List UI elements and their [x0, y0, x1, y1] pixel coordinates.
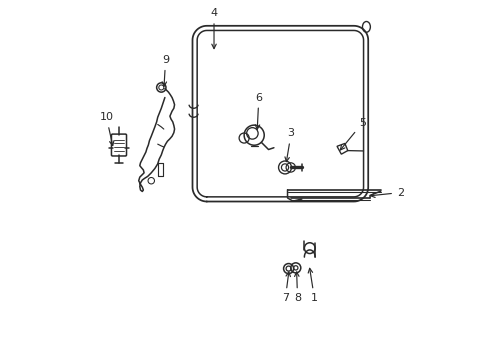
- Text: 5: 5: [340, 118, 366, 150]
- Text: 6: 6: [255, 93, 262, 129]
- Text: 7: 7: [281, 272, 290, 303]
- Text: 8: 8: [293, 272, 301, 303]
- Text: 2: 2: [370, 188, 403, 198]
- Text: 3: 3: [285, 129, 294, 162]
- Text: 4: 4: [210, 8, 217, 49]
- Text: 9: 9: [162, 55, 169, 86]
- Text: 10: 10: [99, 112, 114, 145]
- Text: 1: 1: [307, 268, 317, 303]
